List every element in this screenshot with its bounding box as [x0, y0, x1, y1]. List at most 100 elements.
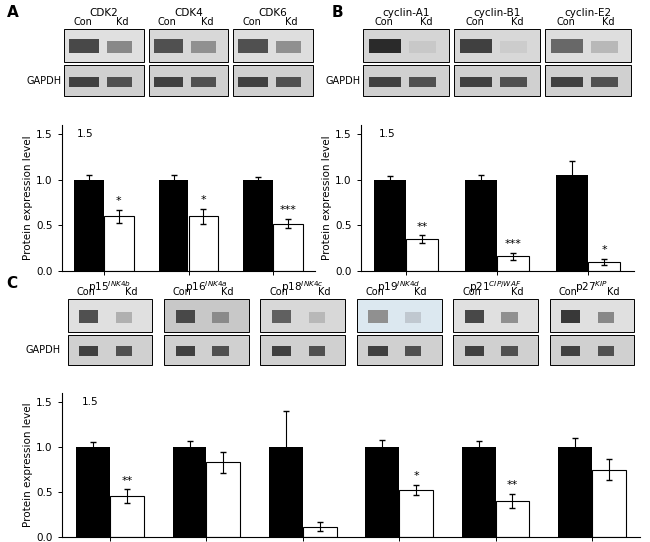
Bar: [154, 39, 183, 53]
Bar: [551, 76, 583, 87]
FancyBboxPatch shape: [453, 335, 538, 365]
Text: Kd: Kd: [285, 17, 298, 27]
Bar: [309, 312, 325, 324]
Text: ***: ***: [280, 205, 296, 215]
FancyBboxPatch shape: [233, 29, 313, 62]
Text: Con: Con: [558, 287, 577, 297]
Bar: [399, 490, 433, 537]
Text: *: *: [200, 195, 206, 205]
Bar: [592, 469, 626, 537]
Bar: [465, 180, 497, 271]
Bar: [460, 39, 492, 53]
Bar: [561, 309, 580, 324]
FancyBboxPatch shape: [550, 299, 634, 332]
Text: Con: Con: [158, 17, 177, 27]
Bar: [551, 39, 583, 53]
Bar: [243, 180, 273, 271]
Text: p27$^{KIP}$: p27$^{KIP}$: [575, 279, 608, 295]
Bar: [405, 346, 421, 356]
Bar: [500, 76, 527, 87]
Text: 1.5: 1.5: [77, 129, 94, 139]
Y-axis label: Protein expression level: Protein expression level: [23, 136, 33, 260]
Bar: [374, 180, 406, 271]
Text: Kd: Kd: [511, 287, 523, 297]
Bar: [116, 346, 132, 356]
FancyBboxPatch shape: [363, 29, 449, 62]
Bar: [173, 447, 207, 537]
FancyBboxPatch shape: [454, 29, 540, 62]
FancyBboxPatch shape: [545, 29, 631, 62]
Text: CDK6: CDK6: [259, 9, 287, 18]
Text: **: **: [507, 480, 518, 490]
Bar: [409, 41, 436, 53]
Text: GAPDH: GAPDH: [26, 75, 61, 86]
Y-axis label: Protein expression level: Protein expression level: [322, 136, 332, 260]
Text: *: *: [413, 471, 419, 481]
Text: cyclin-B1: cyclin-B1: [474, 9, 521, 18]
Text: Con: Con: [73, 17, 92, 27]
Bar: [154, 76, 183, 87]
FancyBboxPatch shape: [550, 335, 634, 365]
Bar: [369, 76, 401, 87]
Bar: [79, 346, 98, 356]
FancyBboxPatch shape: [164, 299, 249, 332]
Y-axis label: Protein expression level: Protein expression level: [23, 403, 33, 527]
Bar: [465, 346, 484, 356]
Text: *: *: [116, 196, 122, 206]
Text: p21$^{CIP/WAF}$: p21$^{CIP/WAF}$: [469, 279, 522, 295]
Bar: [212, 346, 229, 356]
Bar: [369, 309, 387, 324]
Bar: [303, 527, 337, 537]
Bar: [272, 309, 291, 324]
Bar: [74, 180, 104, 271]
Bar: [176, 309, 195, 324]
FancyBboxPatch shape: [454, 65, 540, 96]
Text: C: C: [6, 276, 18, 292]
Text: Kd: Kd: [607, 287, 619, 297]
Bar: [107, 76, 132, 87]
FancyBboxPatch shape: [149, 29, 228, 62]
Bar: [273, 223, 302, 271]
Bar: [406, 239, 438, 271]
Text: Con: Con: [556, 17, 575, 27]
Text: 1.5: 1.5: [82, 397, 98, 408]
Bar: [598, 312, 614, 324]
Bar: [409, 76, 436, 87]
Bar: [191, 41, 216, 53]
Bar: [591, 76, 618, 87]
Bar: [70, 76, 99, 87]
Text: Kd: Kd: [511, 17, 523, 27]
Text: CDK2: CDK2: [90, 9, 118, 18]
FancyBboxPatch shape: [357, 299, 441, 332]
Bar: [591, 41, 618, 53]
Text: A: A: [6, 5, 18, 21]
Bar: [465, 309, 484, 324]
Bar: [104, 216, 134, 271]
Text: Kd: Kd: [201, 17, 213, 27]
FancyBboxPatch shape: [545, 65, 631, 96]
Bar: [70, 39, 99, 53]
Bar: [207, 462, 240, 537]
Bar: [76, 447, 110, 537]
Bar: [239, 76, 268, 87]
Bar: [369, 346, 387, 356]
Text: Con: Con: [374, 17, 393, 27]
FancyBboxPatch shape: [363, 65, 449, 96]
Text: Kd: Kd: [222, 287, 234, 297]
Bar: [369, 39, 401, 53]
Bar: [558, 447, 592, 537]
Text: B: B: [332, 5, 343, 21]
Bar: [501, 312, 518, 324]
FancyBboxPatch shape: [149, 65, 228, 96]
Text: CDK4: CDK4: [174, 9, 203, 18]
Bar: [309, 346, 325, 356]
Bar: [272, 346, 291, 356]
Text: cyclin-E2: cyclin-E2: [565, 9, 612, 18]
Text: Kd: Kd: [602, 17, 614, 27]
Bar: [588, 262, 620, 271]
Bar: [276, 76, 301, 87]
Text: GAPDH: GAPDH: [25, 345, 60, 355]
Bar: [239, 39, 268, 53]
Text: Con: Con: [366, 287, 385, 297]
Text: Kd: Kd: [318, 287, 330, 297]
